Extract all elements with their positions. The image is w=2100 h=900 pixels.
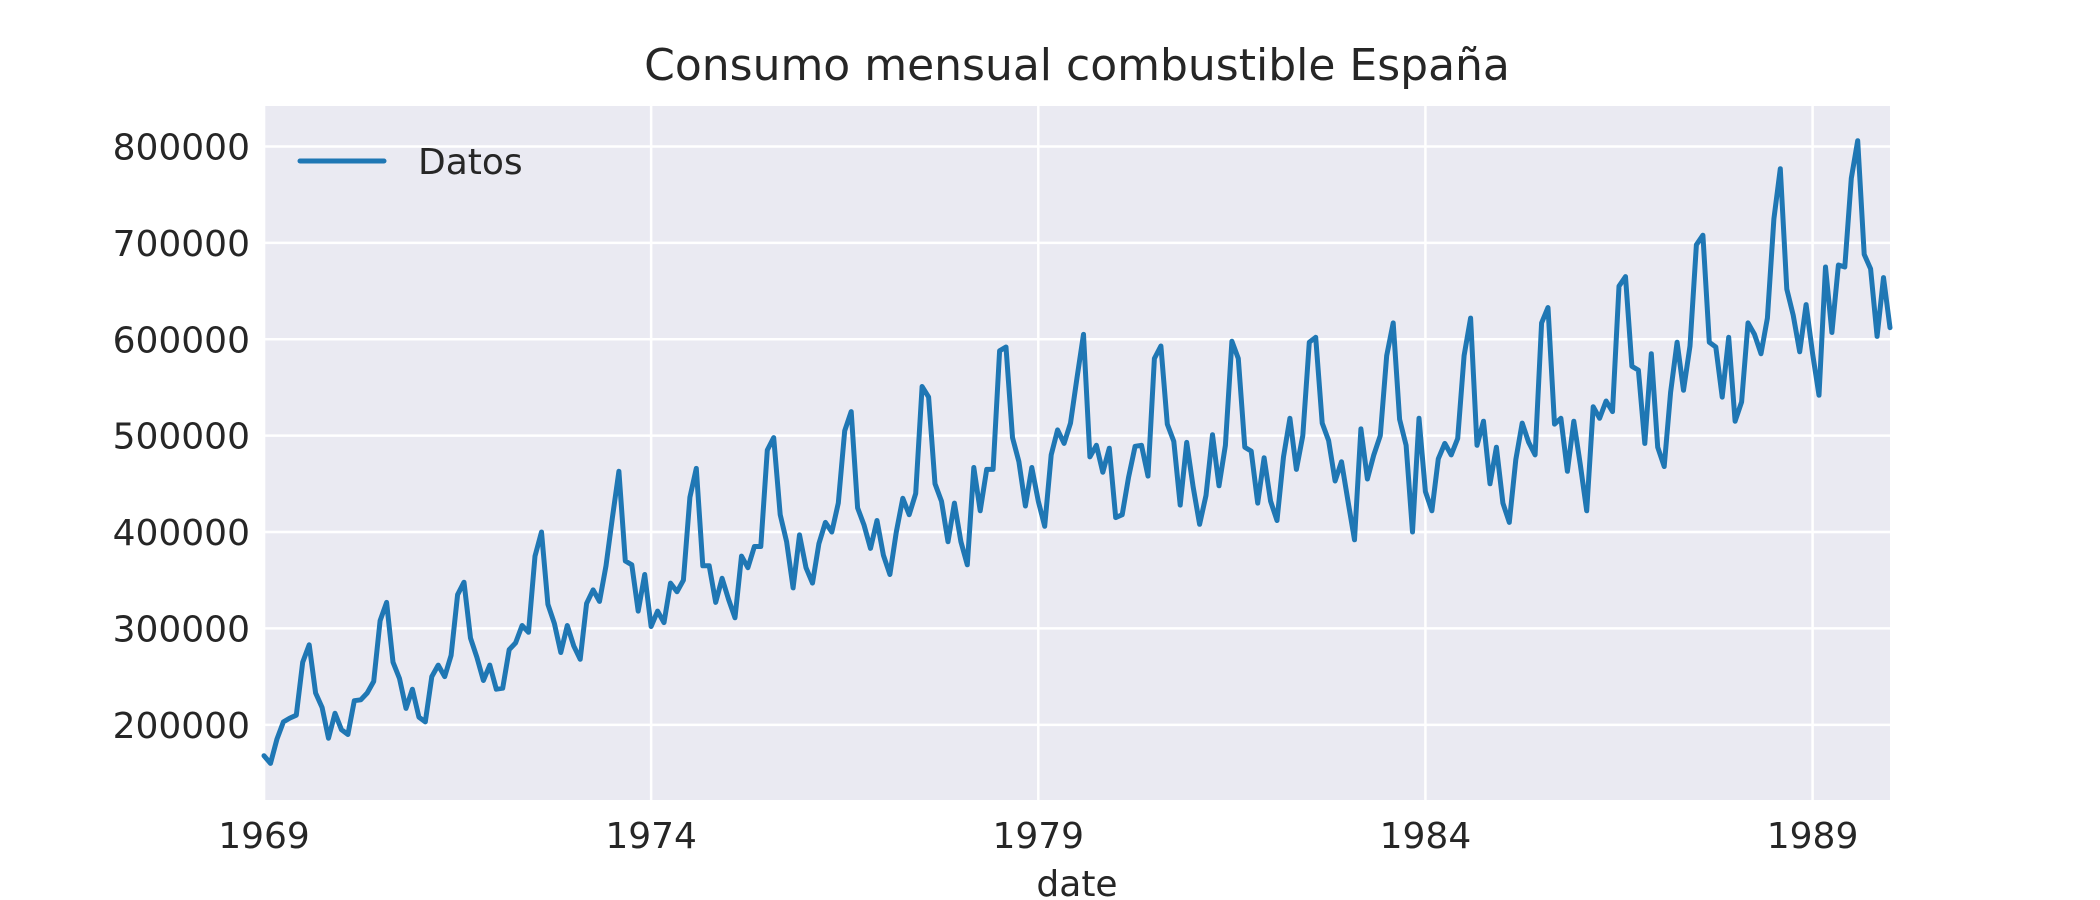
x-tick-labels: 1969 1974 1979 1984 1989 [218,816,1858,857]
y-tick-label: 300000 [113,609,250,650]
x-tick-label: 1989 [1767,816,1859,857]
plot-background [264,106,1890,800]
x-tick-label: 1969 [218,816,310,857]
y-tick-label: 500000 [113,417,250,458]
legend: Datos [297,142,523,183]
x-tick-label: 1979 [992,816,1084,857]
series-line-datos [261,138,1893,766]
x-axis-label: date [1036,864,1117,900]
x-tick-label: 1984 [1380,816,1472,857]
y-tick-labels: 200000 300000 400000 500000 600000 700000 8000… [113,127,250,746]
chart-title: Consumo mensual combustible España [644,40,1510,91]
legend-label-datos: Datos [418,142,523,183]
y-tick-label: 400000 [113,513,250,554]
y-tick-label: 600000 [113,320,250,361]
grid [262,106,1890,800]
y-tick-label: 800000 [113,127,250,168]
x-tick-label: 1974 [605,816,697,857]
y-tick-label: 200000 [113,706,250,747]
y-tick-label: 700000 [113,224,250,265]
